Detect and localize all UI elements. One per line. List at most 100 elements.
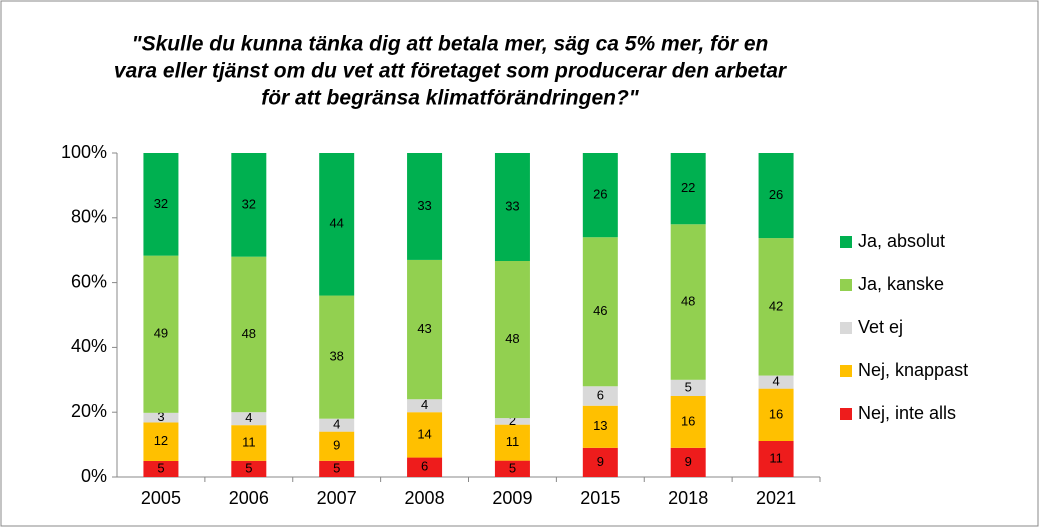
bar-segment bbox=[143, 422, 179, 461]
bar-segment bbox=[670, 396, 706, 448]
data-label: 48 bbox=[505, 331, 519, 346]
data-label: 42 bbox=[769, 298, 783, 313]
bar-segment bbox=[582, 237, 618, 387]
legend-swatch bbox=[840, 365, 852, 377]
bar-segment bbox=[407, 153, 443, 260]
x-tick-label: 2021 bbox=[756, 488, 796, 508]
x-tick-label: 2009 bbox=[492, 488, 532, 508]
data-label: 32 bbox=[154, 196, 168, 211]
bar-segment bbox=[407, 457, 443, 477]
y-tick-label: 60% bbox=[71, 271, 107, 291]
bar-segment bbox=[143, 153, 179, 256]
data-label: 33 bbox=[505, 198, 519, 213]
chart-title: för att begränsa klimatförändringen?" bbox=[261, 87, 640, 110]
bar-segment bbox=[494, 153, 530, 261]
data-label: 48 bbox=[681, 293, 695, 308]
data-label: 44 bbox=[329, 216, 343, 231]
bar-segment bbox=[231, 412, 267, 426]
y-tick-label: 80% bbox=[71, 207, 107, 227]
bar-segment bbox=[231, 153, 267, 257]
bar-segment bbox=[758, 153, 794, 239]
legend-label: Ja, absolut bbox=[858, 231, 945, 251]
bar-segment bbox=[670, 224, 706, 380]
data-label: 9 bbox=[333, 438, 340, 453]
data-label: 26 bbox=[769, 187, 783, 202]
data-label: 22 bbox=[681, 180, 695, 195]
bar-segment bbox=[670, 379, 706, 396]
bar-segment bbox=[319, 295, 355, 419]
data-label: 6 bbox=[597, 387, 604, 402]
data-label: 32 bbox=[242, 196, 256, 211]
bar-segment bbox=[143, 460, 179, 477]
data-label: 13 bbox=[593, 418, 607, 433]
data-label: 43 bbox=[417, 321, 431, 336]
legend-label: Ja, kanske bbox=[858, 274, 944, 294]
bar-segment bbox=[494, 261, 530, 419]
y-tick-label: 40% bbox=[71, 336, 107, 356]
bar-segment bbox=[494, 424, 530, 461]
legend-label: Nej, knappast bbox=[858, 360, 968, 380]
data-label: 16 bbox=[681, 413, 695, 428]
bar-segment bbox=[582, 405, 618, 448]
bar-segment bbox=[231, 460, 267, 477]
data-label: 38 bbox=[329, 349, 343, 364]
data-label: 12 bbox=[154, 433, 168, 448]
legend-swatch bbox=[840, 408, 852, 420]
data-label: 3 bbox=[157, 409, 164, 424]
data-label: 5 bbox=[685, 379, 692, 394]
x-tick-label: 2015 bbox=[580, 488, 620, 508]
data-label: 5 bbox=[157, 460, 164, 475]
x-tick-label: 2008 bbox=[405, 488, 445, 508]
data-label: 9 bbox=[685, 454, 692, 469]
data-label: 48 bbox=[242, 326, 256, 341]
bar-segment bbox=[319, 431, 355, 461]
bar-segment bbox=[494, 460, 530, 477]
bar-segment bbox=[143, 412, 179, 423]
bar-segment bbox=[319, 418, 355, 432]
bar-segment bbox=[143, 255, 179, 413]
bar-segment bbox=[231, 425, 267, 461]
bar-segment bbox=[670, 447, 706, 477]
legend-swatch bbox=[840, 236, 852, 248]
data-label: 5 bbox=[245, 460, 252, 475]
bar-segment bbox=[758, 388, 794, 441]
x-tick-label: 2006 bbox=[229, 488, 269, 508]
x-tick-label: 2018 bbox=[668, 488, 708, 508]
legend-swatch bbox=[840, 322, 852, 334]
data-label: 4 bbox=[245, 410, 252, 425]
y-tick-label: 100% bbox=[61, 142, 107, 162]
y-tick-label: 20% bbox=[71, 401, 107, 421]
data-label: 11 bbox=[506, 434, 520, 449]
bar-segment bbox=[582, 153, 618, 238]
bar-segment bbox=[582, 447, 618, 477]
data-label: 4 bbox=[772, 374, 779, 389]
bar-segment bbox=[758, 238, 794, 376]
bar-segment bbox=[407, 412, 443, 458]
bar-segment bbox=[758, 441, 794, 477]
chart-title: "Skulle du kunna tänka dig att betala me… bbox=[132, 33, 769, 56]
bar-segment bbox=[670, 153, 706, 225]
bar-segment bbox=[407, 259, 443, 400]
data-label: 11 bbox=[242, 434, 256, 449]
legend-swatch bbox=[840, 279, 852, 291]
data-label: 6 bbox=[421, 459, 428, 474]
data-label: 14 bbox=[417, 426, 431, 441]
bar-segment bbox=[582, 386, 618, 406]
bar-segment bbox=[231, 256, 267, 413]
chart-title: vara eller tjänst om du vet att företage… bbox=[114, 60, 788, 83]
data-label: 4 bbox=[333, 417, 340, 432]
data-label: 5 bbox=[509, 460, 516, 475]
data-label: 16 bbox=[769, 406, 783, 421]
data-label: 26 bbox=[593, 187, 607, 202]
bar-segment bbox=[319, 153, 355, 296]
legend-label: Vet ej bbox=[858, 317, 903, 337]
x-tick-label: 2007 bbox=[317, 488, 357, 508]
legend-label: Nej, inte alls bbox=[858, 403, 956, 423]
data-label: 33 bbox=[417, 198, 431, 213]
bar-segment bbox=[494, 418, 530, 425]
data-label: 5 bbox=[333, 460, 340, 475]
data-label: 2 bbox=[509, 413, 516, 428]
x-tick-label: 2005 bbox=[141, 488, 181, 508]
bar-segment bbox=[319, 460, 355, 477]
